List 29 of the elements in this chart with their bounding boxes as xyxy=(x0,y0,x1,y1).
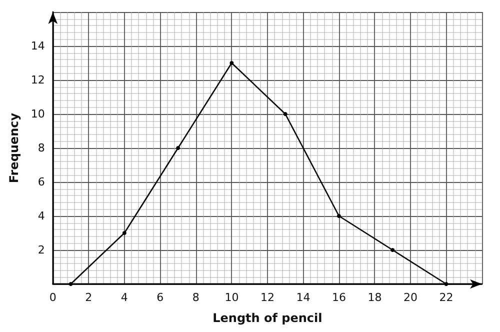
point xyxy=(176,146,180,150)
x-axis-title: Length of pencil xyxy=(212,311,322,325)
x-tick-label: 16 xyxy=(332,291,346,304)
x-tick-label: 22 xyxy=(439,291,454,304)
x-tick-label: 18 xyxy=(368,291,382,304)
point xyxy=(390,248,395,252)
y-tick-label: 4 xyxy=(38,210,45,222)
point xyxy=(122,231,126,235)
x-tick-label: 12 xyxy=(260,291,274,304)
x-tick-label: 20 xyxy=(403,291,418,304)
y-tick-label: 10 xyxy=(30,108,45,120)
y-tick-label: 6 xyxy=(38,176,45,188)
point xyxy=(68,282,73,286)
point xyxy=(283,112,288,116)
x-tick-label: 2 xyxy=(85,291,92,304)
y-tick-label: 14 xyxy=(30,40,45,52)
x-tick-label: 6 xyxy=(156,291,164,304)
point xyxy=(230,61,234,65)
x-tick-label: 14 xyxy=(296,291,310,304)
point xyxy=(444,282,448,286)
x-tick-label: 8 xyxy=(192,291,200,304)
x-tick-label: 4 xyxy=(120,291,128,304)
x-tick-label: 10 xyxy=(224,291,239,304)
point xyxy=(336,214,341,218)
x-tick-label: 0 xyxy=(49,291,56,304)
y-tick-label: 2 xyxy=(38,244,45,256)
y-tick-label: 12 xyxy=(30,74,45,86)
y-axis-title: Frequency xyxy=(7,112,21,184)
y-tick-label: 8 xyxy=(38,142,45,154)
